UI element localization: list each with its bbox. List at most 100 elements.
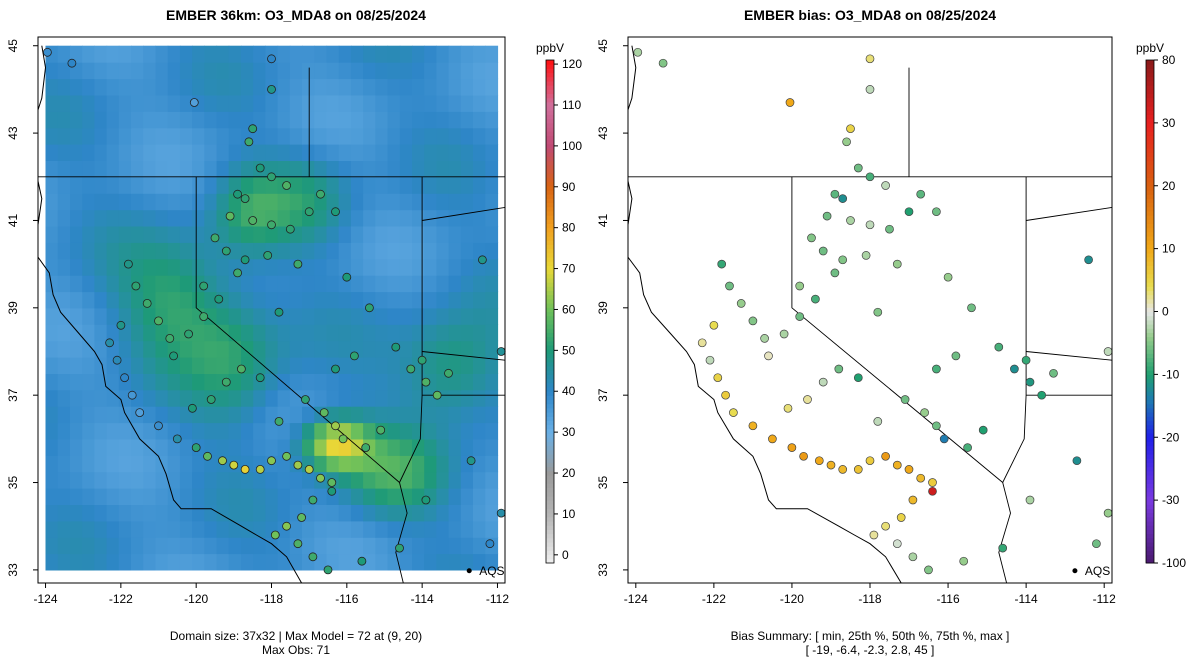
model-grid-cell [399,45,413,63]
obs-site-marker [142,298,152,308]
model-grid-cell [289,209,303,227]
colorbar-segment [546,152,554,157]
model-grid-cell [302,324,315,342]
colorbar-segment [546,286,554,292]
model-grid-cell [399,242,413,260]
model-grid-cell [131,242,144,260]
model-grid-cell [143,389,156,407]
model-grid-cell [289,242,303,260]
model-grid-cell [204,471,218,489]
model-grid-cell [277,45,291,63]
model-grid-cell [265,160,279,178]
model-grid-cell [167,406,181,424]
obs-site-marker [120,373,129,383]
bias-site-marker [1049,368,1058,378]
obs-site-marker [267,220,276,230]
colorbar-segment [1146,290,1154,296]
model-grid-cell [265,357,279,374]
model-grid-cell [277,94,291,112]
model-grid-cell [45,455,59,473]
model-grid-cell [289,291,303,309]
model-grid-cell [45,520,59,538]
model-grid-cell [228,504,242,522]
model-grid-cell [82,78,95,96]
colorbar-segment [546,127,554,132]
obs-site-marker [221,246,231,256]
model-grid-cell [424,78,437,96]
bias-site-marker [900,395,910,404]
model-grid-cell [314,275,328,293]
colorbar-segment [546,378,554,384]
model-grid-cell [45,373,59,391]
model-grid-cell [289,438,303,456]
model-grid-cell [192,373,205,391]
y-tick-label: 33 [596,563,610,577]
model-grid-cell [412,537,425,555]
model-grid-cell [326,144,340,161]
model-grid-cell [387,258,401,276]
model-grid-cell [375,340,389,358]
model-grid-cell [326,520,340,538]
colorbar-segment [1146,433,1154,438]
model-grid-cell [314,193,328,211]
colorbar-segment [1146,294,1154,300]
model-grid-cell [302,242,315,260]
obs-site-marker [105,338,114,348]
model-grid-cell [473,553,486,571]
colorbar-segment [546,525,554,530]
obs-site-marker [131,281,141,291]
colorbar-tick-label: 0 [1162,305,1169,319]
model-grid-cell [70,324,83,342]
colorbar-segment [1146,391,1154,396]
model-grid-cell [241,307,254,325]
model-grid-cell [448,406,462,424]
model-grid-cell [70,488,83,505]
model-grid-cell [338,127,352,145]
colorbar-segment [1146,361,1154,367]
model-grid-cell [485,438,499,456]
model-grid-cell [179,389,193,407]
model-grid-cell [82,488,95,505]
model-grid-cell [448,422,462,440]
model-grid-cell [204,291,218,309]
model-grid-cell [460,160,474,178]
obs-site-marker [417,355,427,365]
colorbar-segment [546,64,554,69]
model-grid-cell [424,193,437,211]
model-grid-cell [448,537,462,555]
model-grid-cell [70,422,83,440]
model-grid-cell [436,488,450,505]
model-grid-cell [94,438,108,456]
model-grid-cell [118,45,132,63]
model-grid-cell [179,488,193,505]
colorbar-segment [1146,64,1154,69]
colorbar-segment [1146,80,1154,86]
model-grid-cell [399,193,413,211]
colorbar-segment [546,265,554,271]
colorbar-segment [1146,533,1154,539]
colorbar-segment [1146,114,1154,120]
model-grid-cell [326,62,340,80]
model-grid-cell [57,45,71,63]
model-grid-cell [350,193,364,211]
model-grid-cell [350,455,364,473]
model-grid-cell [363,488,376,505]
colorbar-segment [1146,374,1154,380]
model-grid-cell [448,78,462,96]
model-grid-cell [412,94,425,112]
model-grid-cell [314,389,328,407]
model-grid-cell [118,160,132,178]
model-grid-cell [460,537,474,555]
model-grid-cell [473,340,486,358]
model-grid-cell [241,242,254,260]
model-grid-cell [485,504,499,522]
model-grid-cell [314,553,328,571]
model-grid-cell [192,45,205,63]
model-grid-cell [424,176,437,194]
state-border [998,482,1011,583]
model-plot-area [38,45,506,583]
model-grid-cell [412,520,425,538]
colorbar-segment [546,181,554,187]
model-grid-cell [412,389,425,407]
model-grid-cell [192,111,205,129]
